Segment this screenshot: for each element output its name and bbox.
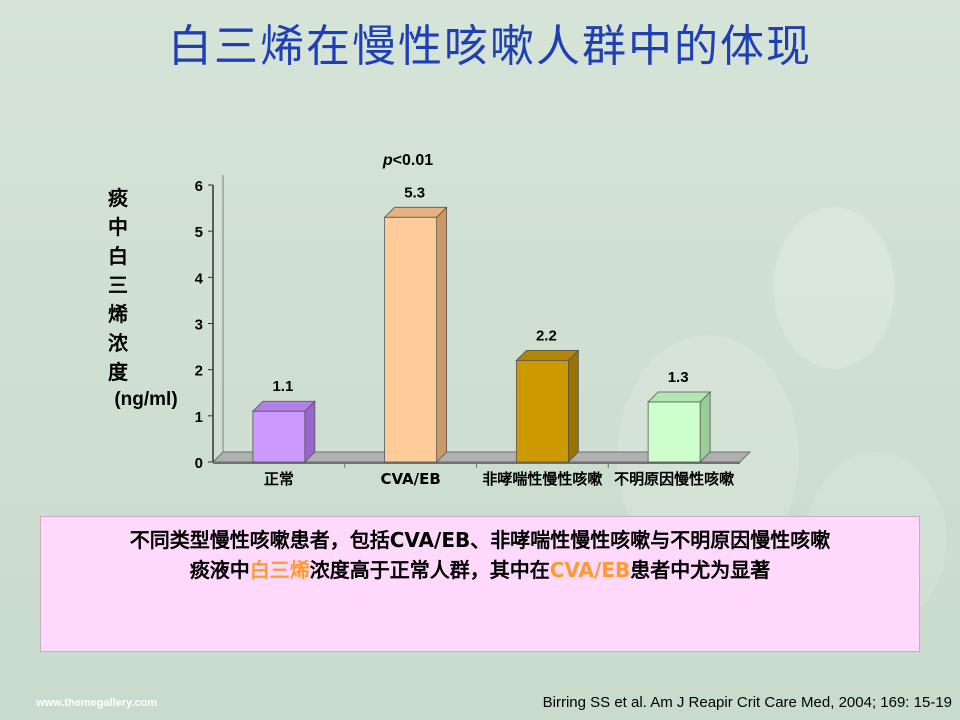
bar bbox=[647, 391, 712, 463]
y-label-char: 三 bbox=[108, 273, 128, 297]
y-label-char: 中 bbox=[108, 215, 128, 239]
bar-front bbox=[252, 410, 306, 463]
summary-box: 不同类型慢性咳嗽患者，包括CVA/EB、非哮喘性慢性咳嗽与不明原因慢性咳嗽 痰液… bbox=[40, 516, 920, 652]
x-tick-label: 正常 bbox=[264, 470, 294, 488]
x-tick-label: 不明原因慢性咳嗽 bbox=[614, 470, 734, 488]
y-tick-label: 1 bbox=[195, 409, 203, 426]
bar bbox=[515, 349, 580, 463]
y-label-char: 白 bbox=[108, 244, 128, 268]
x-tick-label: 非哮喘性慢性咳嗽 bbox=[482, 470, 602, 488]
y-tick-label: 4 bbox=[195, 270, 204, 287]
y-tick-label: 3 bbox=[195, 317, 203, 334]
chart-bars bbox=[251, 206, 712, 463]
bar-top bbox=[647, 391, 712, 403]
y-label-char: 烯 bbox=[108, 302, 128, 326]
y-tick-label: 6 bbox=[195, 178, 203, 195]
y-label-char: 度 bbox=[108, 360, 129, 384]
page-title: 白三烯在慢性咳嗽人群中的体现 bbox=[168, 21, 812, 72]
footer-website: www.themegallery.com bbox=[36, 697, 158, 709]
summary-line-1: 不同类型慢性咳嗽患者，包括CVA/EB、非哮喘性慢性咳嗽与不明原因慢性咳嗽 bbox=[129, 528, 831, 552]
p-value-annotation: p<0.01 bbox=[382, 152, 433, 169]
summary-text: 痰液中 bbox=[189, 558, 250, 582]
y-tick-label: 5 bbox=[195, 224, 203, 241]
data-label: 2.2 bbox=[536, 327, 557, 344]
bar-side bbox=[436, 206, 448, 463]
y-tick-label: 2 bbox=[195, 363, 203, 380]
x-tick-label: CVA/EB bbox=[380, 470, 440, 488]
data-label: 1.1 bbox=[272, 378, 293, 395]
bar-side bbox=[699, 391, 711, 463]
summary-text: 患者中尤为显著 bbox=[630, 558, 771, 582]
bar-top bbox=[383, 206, 448, 218]
chart-labels: 1.1 正常 5.3 CVA/EB 2.2 非哮喘性慢性咳嗽 1.3 不明原因慢性咳嗽 p<0.… bbox=[264, 152, 734, 488]
bar bbox=[383, 206, 448, 463]
summary-line-2: 痰液中白三烯浓度高于正常人群，其中在CVA/EB患者中尤为显著 bbox=[51, 555, 909, 585]
y-label-char: 浓 bbox=[108, 331, 129, 355]
bar-front bbox=[384, 216, 438, 463]
highlight-cva-eb: CVA/EB bbox=[549, 558, 631, 582]
bar-front bbox=[647, 401, 701, 463]
summary-text: 浓度高于正常人群，其中在 bbox=[309, 558, 550, 582]
bar-top bbox=[251, 400, 316, 412]
bar-side bbox=[304, 400, 316, 463]
bar-side bbox=[567, 349, 579, 463]
y-label-char: 痰 bbox=[108, 186, 129, 210]
bar-top bbox=[515, 350, 580, 361]
y-tick-label: 0 bbox=[195, 455, 203, 472]
highlight-leukotriene: 白三烯 bbox=[249, 558, 310, 582]
bar-front bbox=[515, 360, 569, 463]
data-label: 1.3 bbox=[668, 369, 689, 386]
footer-citation: Birring SS et al. Am J Reapir Crit Care … bbox=[542, 694, 952, 711]
bar bbox=[251, 400, 316, 463]
y-label-unit: (ng/ml) bbox=[114, 389, 177, 410]
data-label: 5.3 bbox=[404, 184, 425, 201]
